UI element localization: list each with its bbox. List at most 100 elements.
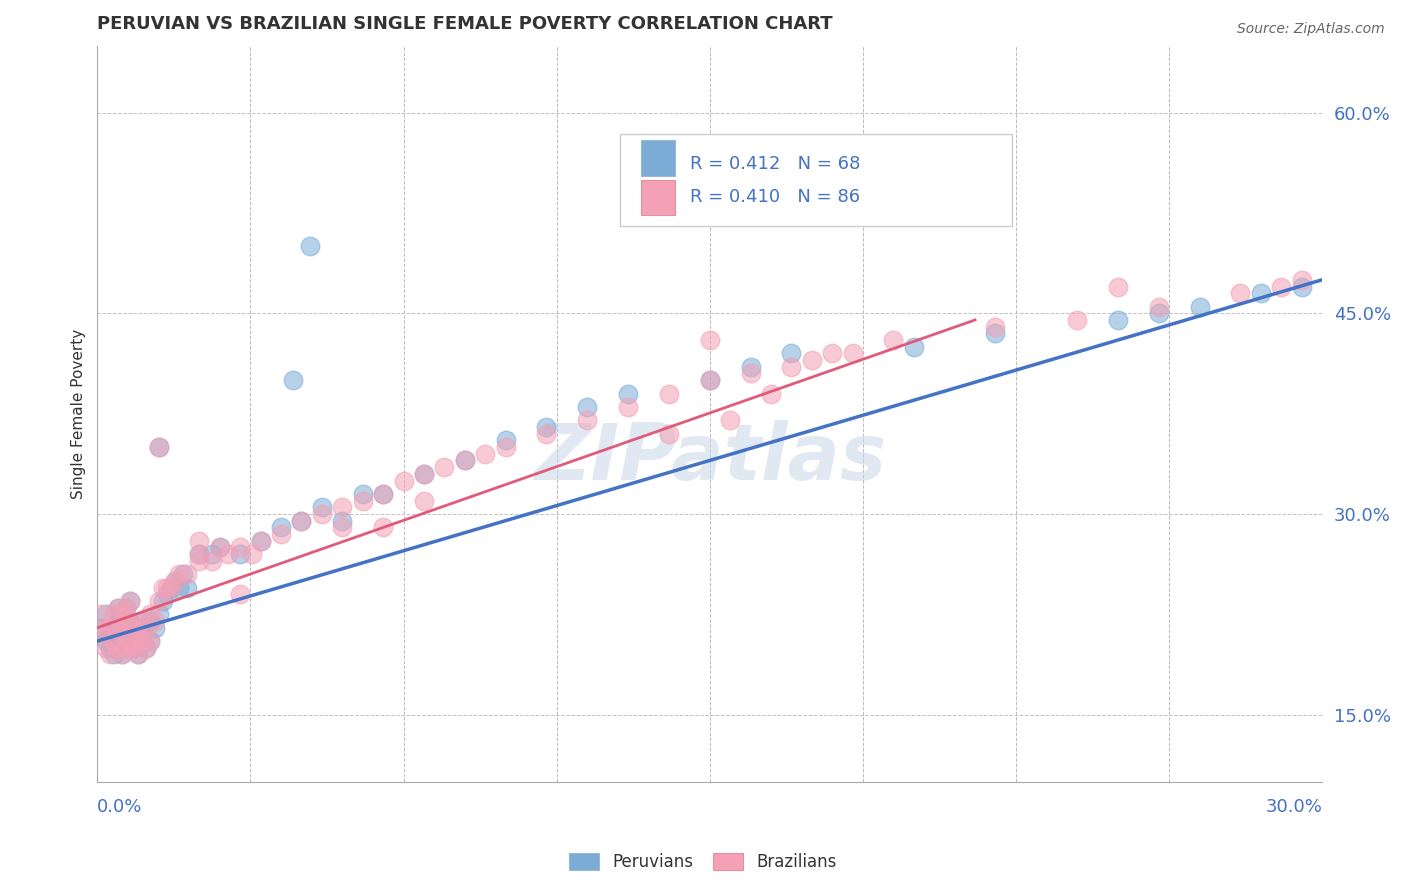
- Point: [152, 581, 174, 595]
- Point: [98, 627, 121, 641]
- Point: [176, 581, 198, 595]
- Point: [148, 607, 170, 622]
- Point: [94, 634, 117, 648]
- Point: [229, 587, 252, 601]
- Point: [127, 627, 149, 641]
- Point: [131, 614, 153, 628]
- Point: [270, 520, 292, 534]
- Point: [283, 373, 305, 387]
- Point: [94, 621, 117, 635]
- Point: [1066, 313, 1088, 327]
- Point: [1270, 279, 1292, 293]
- Point: [94, 607, 117, 622]
- Point: [454, 453, 477, 467]
- Point: [1107, 313, 1129, 327]
- Point: [229, 541, 252, 555]
- Point: [111, 648, 134, 662]
- Point: [172, 567, 194, 582]
- Point: [160, 581, 183, 595]
- Point: [821, 346, 844, 360]
- Point: [1291, 279, 1313, 293]
- Point: [330, 500, 353, 515]
- Point: [188, 533, 211, 548]
- Point: [454, 453, 477, 467]
- Text: ZIPatlas: ZIPatlas: [534, 420, 886, 496]
- Point: [115, 600, 138, 615]
- Point: [413, 493, 436, 508]
- Point: [167, 567, 190, 582]
- Bar: [641, 179, 675, 215]
- Point: [163, 574, 186, 588]
- Point: [131, 634, 153, 648]
- Point: [290, 514, 312, 528]
- Point: [111, 607, 134, 622]
- Point: [800, 353, 823, 368]
- Text: PERUVIAN VS BRAZILIAN SINGLE FEMALE POVERTY CORRELATION CHART: PERUVIAN VS BRAZILIAN SINGLE FEMALE POVE…: [97, 15, 832, 33]
- Point: [118, 594, 141, 608]
- Point: [658, 426, 681, 441]
- Point: [90, 607, 112, 622]
- Legend: Peruvians, Brazilians: Peruvians, Brazilians: [561, 845, 845, 880]
- Point: [201, 547, 224, 561]
- Point: [122, 621, 145, 635]
- Point: [107, 600, 129, 615]
- Point: [148, 440, 170, 454]
- Point: [718, 413, 741, 427]
- Point: [617, 386, 640, 401]
- Point: [330, 514, 353, 528]
- Point: [841, 346, 863, 360]
- Point: [103, 607, 125, 622]
- Point: [135, 640, 157, 655]
- Point: [242, 547, 264, 561]
- Point: [495, 440, 517, 454]
- Point: [1147, 306, 1170, 320]
- Text: R = 0.410   N = 86: R = 0.410 N = 86: [690, 187, 860, 205]
- Point: [352, 487, 374, 501]
- Text: 0.0%: 0.0%: [97, 797, 143, 815]
- Point: [413, 467, 436, 481]
- Point: [699, 373, 721, 387]
- Point: [759, 386, 782, 401]
- Point: [392, 474, 415, 488]
- Point: [176, 567, 198, 582]
- Point: [98, 648, 121, 662]
- Point: [131, 614, 153, 628]
- Point: [1107, 279, 1129, 293]
- Point: [474, 447, 496, 461]
- Point: [1250, 286, 1272, 301]
- Point: [188, 554, 211, 568]
- Point: [111, 627, 134, 641]
- Point: [1188, 300, 1211, 314]
- Point: [984, 326, 1007, 341]
- Point: [1229, 286, 1251, 301]
- Point: [115, 621, 138, 635]
- Point: [148, 440, 170, 454]
- Point: [160, 581, 183, 595]
- Point: [208, 541, 231, 555]
- Point: [98, 640, 121, 655]
- Point: [290, 514, 312, 528]
- Point: [139, 634, 162, 648]
- Point: [143, 614, 166, 628]
- Point: [135, 621, 157, 635]
- Point: [118, 634, 141, 648]
- Point: [122, 621, 145, 635]
- Point: [148, 594, 170, 608]
- Point: [103, 621, 125, 635]
- Point: [107, 621, 129, 635]
- Point: [98, 621, 121, 635]
- Point: [371, 487, 394, 501]
- Point: [188, 547, 211, 561]
- Point: [118, 634, 141, 648]
- Point: [103, 634, 125, 648]
- Point: [118, 614, 141, 628]
- Point: [352, 493, 374, 508]
- Point: [107, 600, 129, 615]
- Point: [536, 420, 558, 434]
- Point: [122, 640, 145, 655]
- Point: [103, 648, 125, 662]
- Point: [298, 239, 321, 253]
- Point: [371, 487, 394, 501]
- Point: [94, 640, 117, 655]
- Point: [90, 627, 112, 641]
